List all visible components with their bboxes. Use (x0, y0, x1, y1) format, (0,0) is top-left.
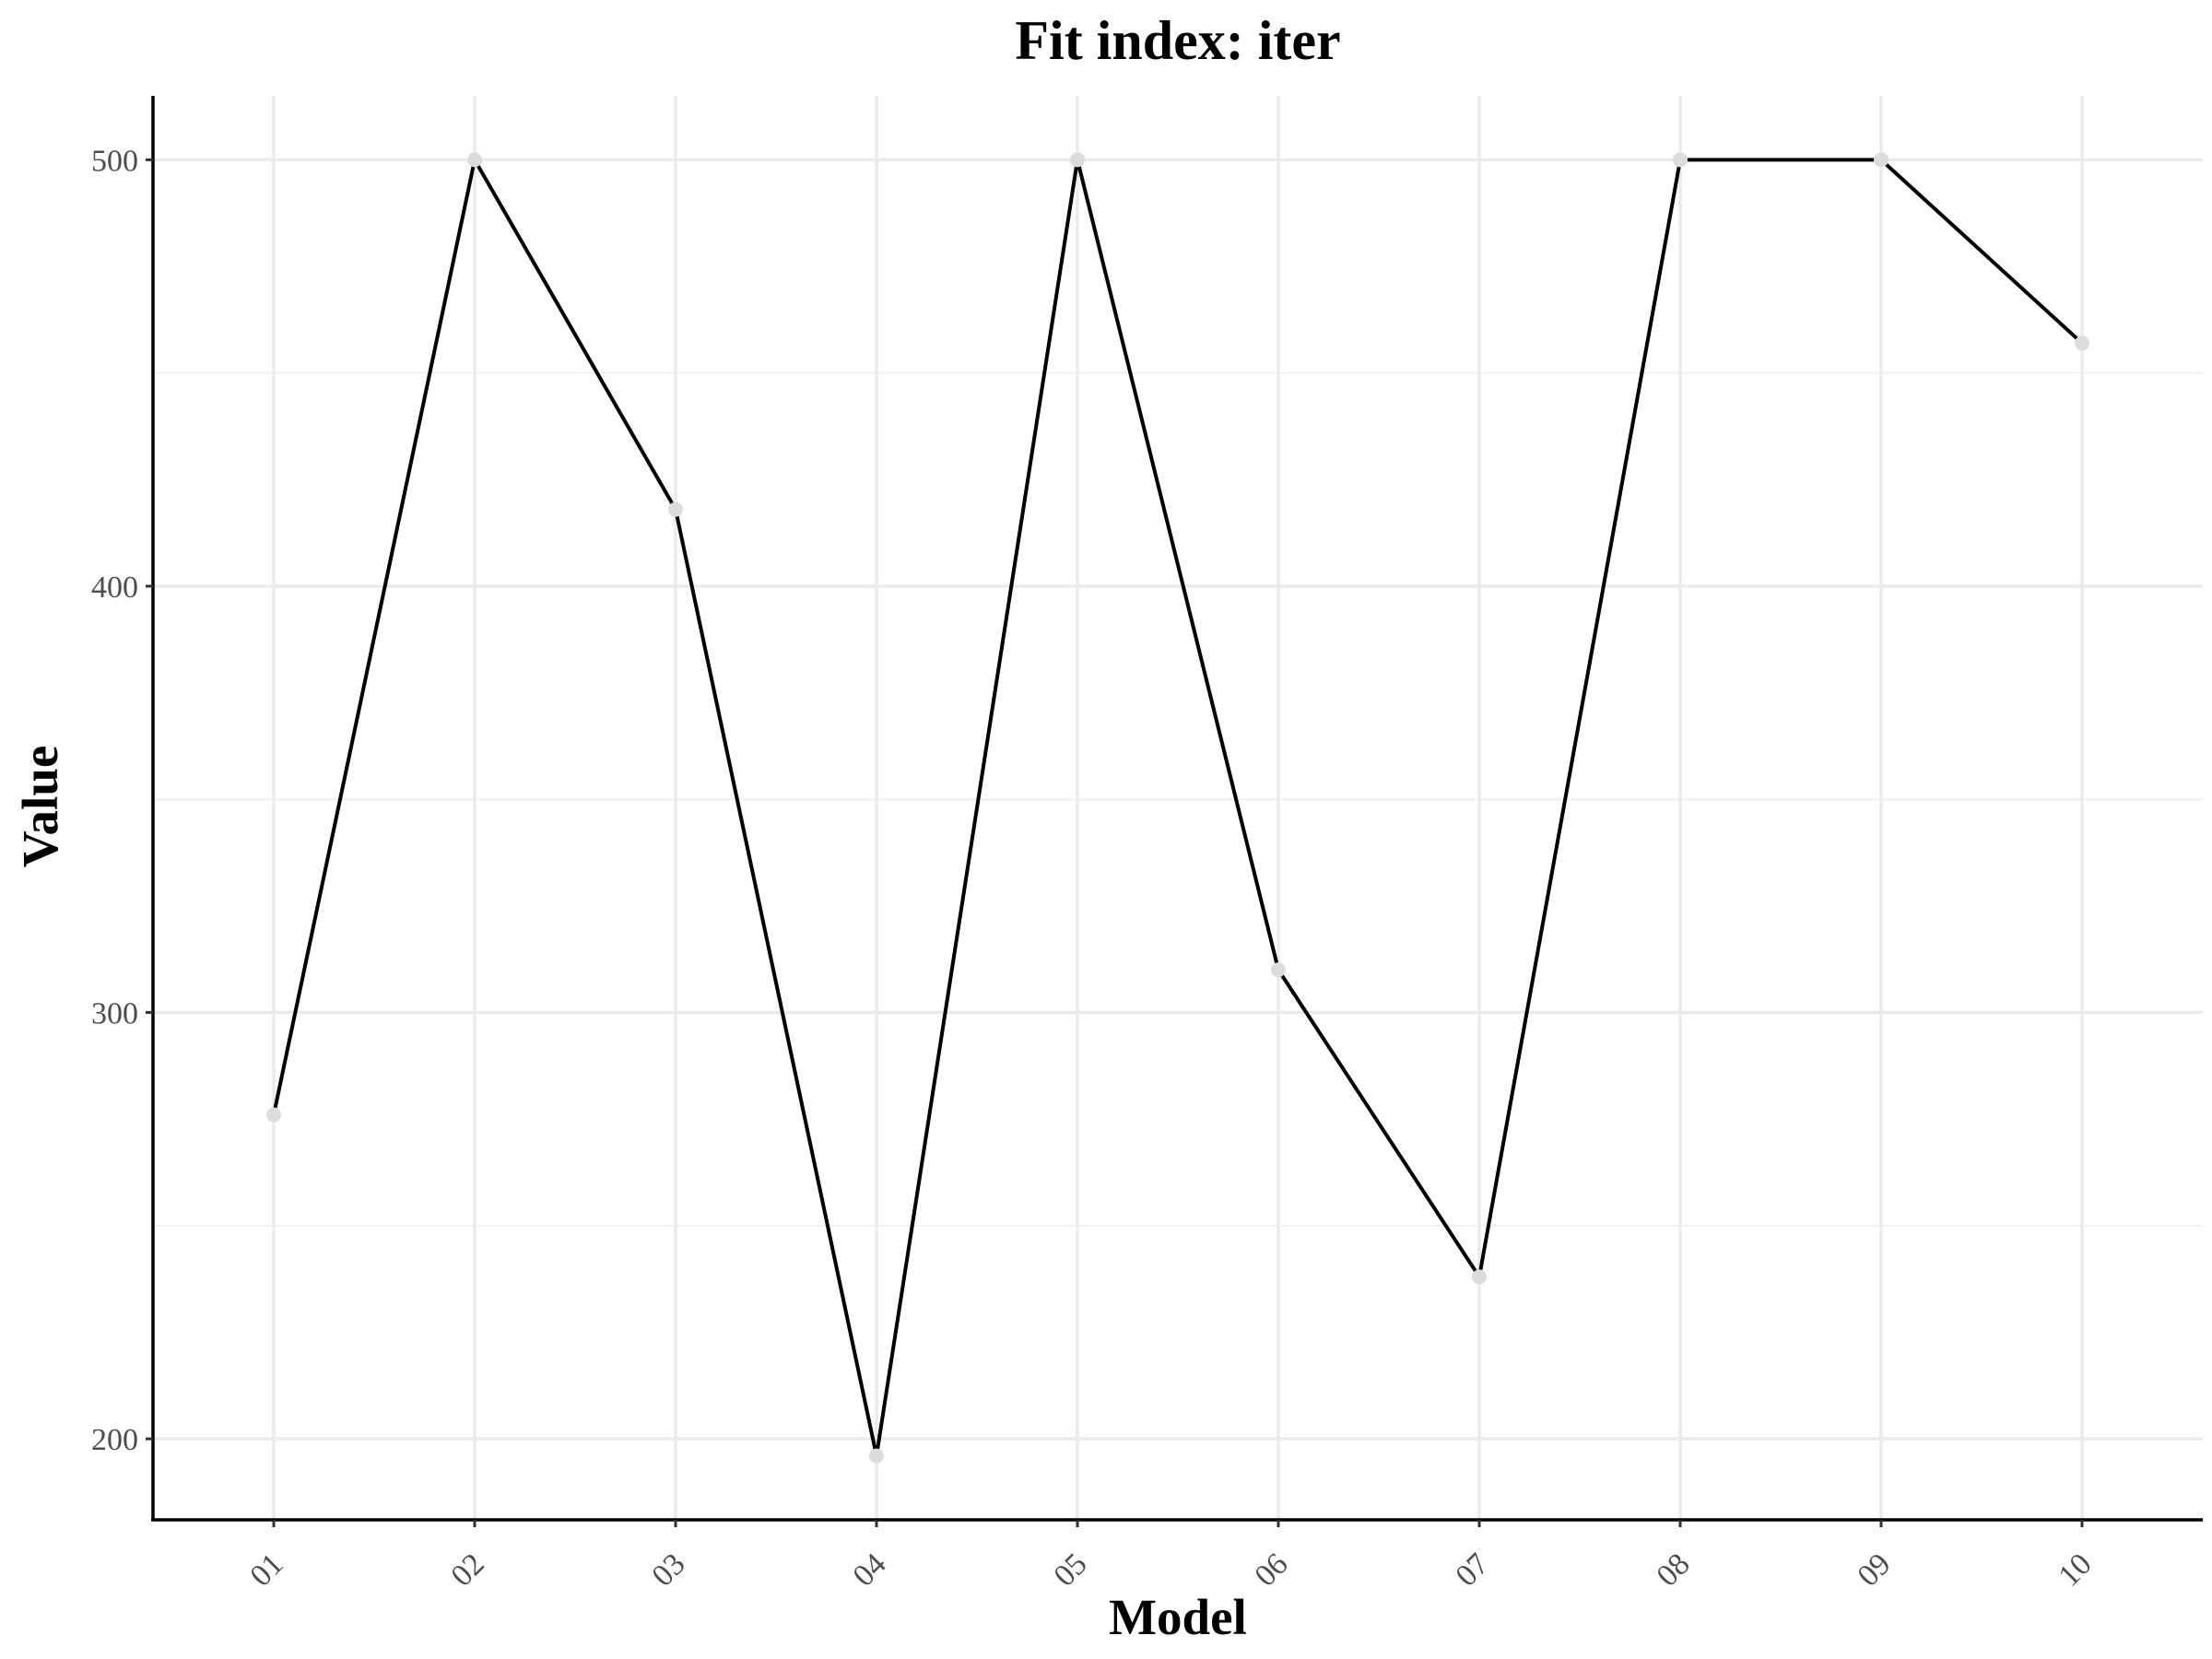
x-tick-label: 01 (243, 1547, 289, 1593)
data-point (1673, 152, 1688, 168)
x-axis-title: Model (1109, 1589, 1247, 1645)
data-point (266, 1107, 281, 1123)
y-tick-label: 300 (91, 997, 138, 1031)
data-point (869, 1448, 884, 1464)
data-point (1472, 1269, 1487, 1285)
data-point (1874, 152, 1888, 168)
series-line (272, 154, 2084, 1457)
x-tick-label: 08 (1650, 1547, 1696, 1593)
chart-title: Fit index: iter (1015, 10, 1340, 71)
x-axis-ticks: 01 02 03 04 05 06 07 08 09 10 (243, 1520, 2099, 1594)
x-tick-label: 06 (1248, 1547, 1294, 1593)
data-series (266, 152, 2089, 1464)
x-tick-label: 03 (645, 1547, 691, 1593)
data-point (1070, 152, 1085, 168)
minor-gridlines (153, 371, 2203, 1228)
y-tick-label: 200 (91, 1423, 138, 1457)
data-point (1271, 962, 1286, 978)
x-tick-label: 05 (1047, 1547, 1093, 1593)
y-axis-ticks: 200 300 400 500 (91, 144, 153, 1457)
data-point (668, 501, 683, 517)
x-tick-label: 10 (2052, 1547, 2098, 1593)
x-tick-label: 07 (1449, 1547, 1495, 1593)
data-point (467, 152, 482, 168)
x-tick-label: 02 (444, 1547, 490, 1593)
major-gridlines (153, 96, 2203, 1520)
x-tick-label: 04 (846, 1547, 892, 1593)
y-axis-title: Value (12, 746, 68, 867)
y-tick-label: 500 (91, 144, 138, 178)
y-tick-label: 400 (91, 571, 138, 605)
x-tick-label: 09 (1851, 1547, 1897, 1593)
data-point (2075, 335, 2089, 351)
axes (151, 96, 2203, 1522)
